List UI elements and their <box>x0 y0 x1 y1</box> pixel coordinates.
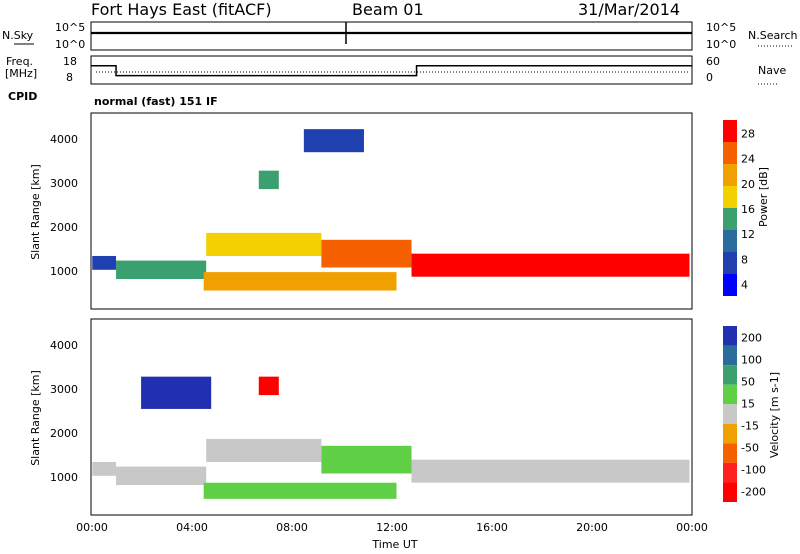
cpid-label: CPID <box>8 90 37 103</box>
velocity-colorbar-color-3 <box>723 384 737 405</box>
x-axis: 00:00 04:00 08:00 12:00 16:00 20:00 00:0… <box>76 521 708 551</box>
power-colorbar-color-6 <box>723 252 737 274</box>
power-colorbar-tick-6: 4 <box>741 278 748 291</box>
velocity-band-segment-0 <box>92 461 117 476</box>
velocity-band-segment-4 <box>411 459 690 483</box>
nave-tick-bottom: 0 <box>706 71 713 84</box>
power-colorbar-color-0 <box>723 120 737 142</box>
velocity-colorbar-color-6 <box>723 443 737 463</box>
x-tick-0400: 04:00 <box>176 521 208 534</box>
power-colorbar-color-3 <box>723 186 737 208</box>
x-tick-0800: 08:00 <box>276 521 308 534</box>
noise-right-tick-bottom: 10^0 <box>706 38 736 51</box>
frequency-label-1: Freq. <box>6 55 33 68</box>
power-colorbar-tick-4: 12 <box>741 228 755 241</box>
power-band-segment-0 <box>92 255 117 270</box>
velocity-colorbar-color-8 <box>723 482 737 502</box>
power-colorbar-tick-1: 24 <box>741 153 755 166</box>
date-title: 31/Mar/2014 <box>578 0 680 19</box>
power-band-segment-2 <box>206 232 322 256</box>
frequency-panel-frame <box>90 55 693 85</box>
power-colorbar-color-5 <box>723 230 737 252</box>
velocity-y-label: Slant Range [km] <box>29 370 42 466</box>
frequency-label-2: [MHz] <box>5 67 37 80</box>
power-y-tick-1000: 1000 <box>50 265 78 278</box>
power-colorbar-tick-3: 16 <box>741 203 755 216</box>
x-tick-0000-end: 00:00 <box>676 521 708 534</box>
x-tick-2000: 20:00 <box>576 521 608 534</box>
velocity-y-tick-3000: 3000 <box>50 383 78 396</box>
noise-right-label: N.Search <box>748 29 798 42</box>
x-tick-1200: 12:00 <box>376 521 408 534</box>
velocity-lower-layer <box>203 482 397 499</box>
noise-left-label: N.Sky <box>2 29 34 42</box>
frequency-panel: Freq. [MHz] 18 8 60 0 Nave CPID normal (… <box>5 55 786 108</box>
noise-panel: N.Sky 10^5 10^0 10^5 10^0 N.Search <box>2 21 798 51</box>
nave-label: Nave <box>758 64 786 77</box>
power-colorbar: 28 24 20 16 12 8 4 <box>723 120 755 296</box>
noise-right-tick-top: 10^5 <box>706 21 736 34</box>
velocity-colorbar-tick-0: 200 <box>741 331 762 344</box>
velocity-colorbar-tick-7: -200 <box>741 485 766 498</box>
velocity-data <box>92 376 690 499</box>
cpid-text: normal (fast) 151 IF <box>94 95 218 108</box>
velocity-colorbar-color-5 <box>723 423 737 444</box>
power-colorbar-tick-2: 20 <box>741 178 755 191</box>
velocity-y-tick-2000: 2000 <box>50 427 78 440</box>
power-colorbar-tick-0: 28 <box>741 128 755 141</box>
velocity-panel: Slant Range [km] 1000 2000 3000 4000 Vel… <box>29 318 781 516</box>
power-colorbar-color-7 <box>723 274 737 296</box>
velocity-colorbar: 200 100 50 15 -15 -50 -100 -200 <box>723 326 766 502</box>
noise-left-tick-bottom: 10^0 <box>55 38 85 51</box>
power-colorbar-color-2 <box>723 164 737 186</box>
velocity-upper-blue <box>141 376 212 409</box>
power-lower-layer <box>203 272 397 291</box>
x-axis-label: Time UT <box>371 538 417 551</box>
power-data <box>92 129 690 291</box>
power-y-tick-3000: 3000 <box>50 177 78 190</box>
velocity-colorbar-tick-6: -100 <box>741 463 766 476</box>
frequency-series-line <box>91 65 692 77</box>
x-tick-0000: 00:00 <box>76 521 108 534</box>
velocity-band-segment-3 <box>321 445 412 474</box>
power-y-tick-4000: 4000 <box>50 133 78 146</box>
power-y-label: Slant Range [km] <box>29 164 42 260</box>
velocity-colorbar-tick-2: 50 <box>741 375 755 388</box>
velocity-y-tick-4000: 4000 <box>50 339 78 352</box>
power-colorbar-label: Power [dB] <box>757 167 770 227</box>
velocity-colorbar-color-0 <box>723 326 737 346</box>
power-band-segment-4 <box>411 253 690 277</box>
velocity-y-tick-1000: 1000 <box>50 471 78 484</box>
velocity-colorbar-color-1 <box>723 345 737 366</box>
noise-panel-frame <box>90 21 693 51</box>
velocity-colorbar-color-4 <box>723 404 737 424</box>
power-panel: Slant Range [km] 1000 2000 3000 4000 Pow… <box>29 112 770 310</box>
x-tick-1600: 16:00 <box>476 521 508 534</box>
power-colorbar-tick-5: 8 <box>741 253 748 266</box>
noise-left-tick-top: 10^5 <box>55 21 85 34</box>
nave-tick-top: 60 <box>706 55 720 68</box>
velocity-colorbar-tick-1: 100 <box>741 353 762 366</box>
power-colorbar-color-4 <box>723 208 737 230</box>
velocity-colorbar-tick-5: -50 <box>741 441 759 454</box>
station-title: Fort Hays East (fitACF) <box>91 0 272 19</box>
velocity-colorbar-color-2 <box>723 365 737 385</box>
velocity-colorbar-tick-3: 15 <box>741 397 755 410</box>
velocity-colorbar-label: Velocity [m s-1] <box>768 372 781 458</box>
power-upper-patch <box>258 170 279 190</box>
power-y-tick-2000: 2000 <box>50 221 78 234</box>
velocity-colorbar-tick-4: -15 <box>741 419 759 432</box>
beam-title: Beam 01 <box>352 0 424 19</box>
power-band-segment-3 <box>321 239 412 268</box>
velocity-upper-patch <box>258 376 279 396</box>
power-top-patch <box>303 129 364 153</box>
velocity-band-segment-2 <box>206 438 322 462</box>
power-band-segment-1 <box>116 260 207 280</box>
frequency-tick-bottom: 8 <box>66 71 73 84</box>
power-colorbar-color-1 <box>723 142 737 164</box>
velocity-colorbar-color-7 <box>723 462 737 483</box>
frequency-tick-top: 18 <box>63 55 77 68</box>
velocity-band-segment-1 <box>116 466 207 486</box>
